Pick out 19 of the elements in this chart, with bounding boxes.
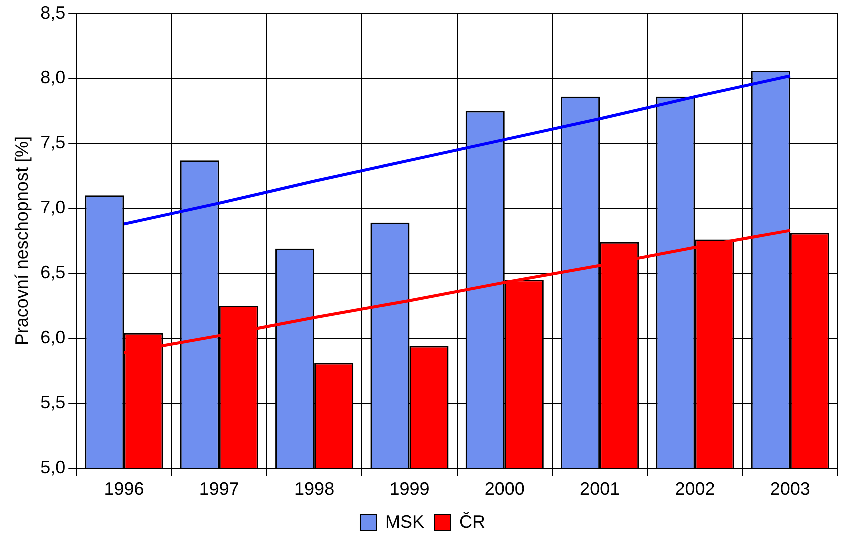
x-tick-label: 2002 [675, 479, 716, 500]
y-tick-label: 6,0 [40, 327, 66, 348]
y-axis-title: Pracovní neschopnost [%] [12, 136, 32, 346]
y-tick-label: 8,0 [40, 68, 66, 88]
legend-label: ČR [460, 512, 486, 532]
y-tick-label: 7,5 [40, 132, 66, 153]
x-tick-label: 1997 [199, 479, 240, 500]
x-tick-label: 1999 [390, 479, 430, 500]
y-tick-label: 6,5 [40, 262, 66, 283]
x-tick-label: 1998 [294, 479, 335, 500]
y-tick-label: 7,0 [40, 198, 66, 218]
y-tick-label: 5,5 [40, 392, 66, 412]
x-tick-label: 2003 [770, 479, 810, 500]
y-tick-label: 5,0 [40, 457, 66, 478]
legend-label: MSK [386, 512, 425, 532]
x-tick-label: 1996 [104, 479, 144, 500]
y-tick-label: 8,5 [40, 2, 66, 23]
x-tick-label: 2000 [484, 479, 525, 500]
x-tick-label: 2001 [580, 479, 620, 500]
